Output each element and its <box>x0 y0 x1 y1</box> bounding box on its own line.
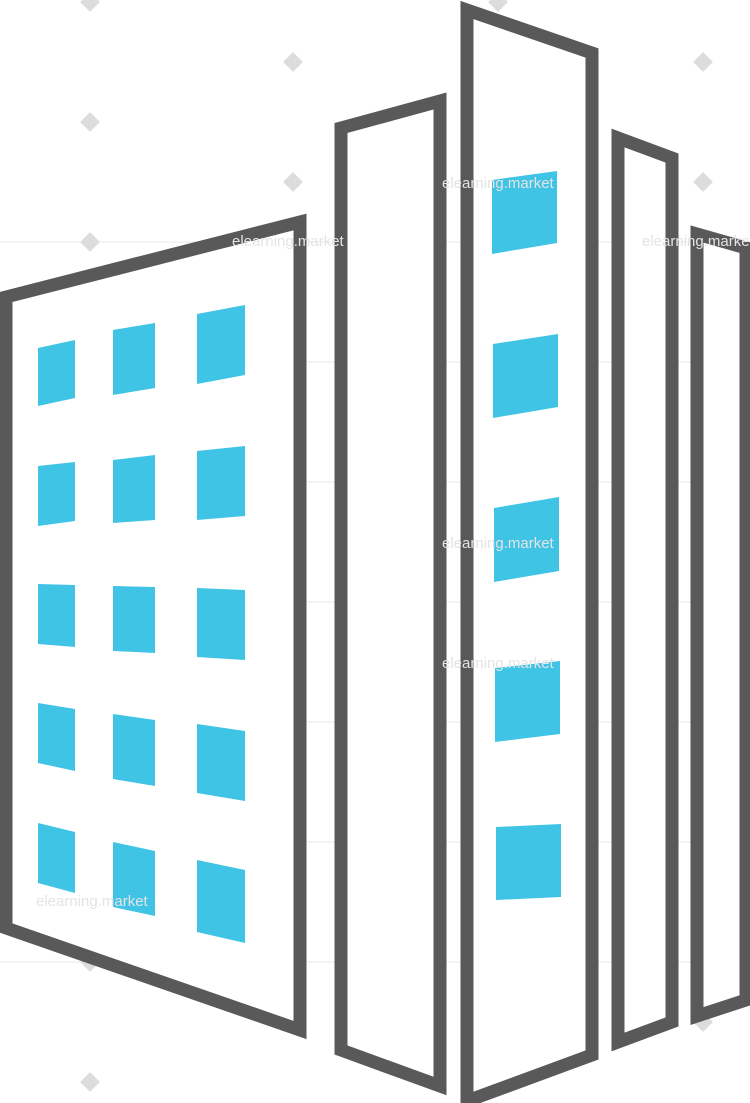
watermark-diamond <box>693 172 713 192</box>
watermark-text: elearning.market <box>232 233 345 250</box>
building-middle <box>334 92 447 1096</box>
window <box>492 171 557 254</box>
watermark-text: elearning.market <box>36 893 149 910</box>
window <box>496 824 561 900</box>
watermark-diamond <box>283 172 303 192</box>
window <box>197 446 245 520</box>
watermark-diamond <box>80 232 100 252</box>
watermark-text: elearning.market <box>442 655 555 672</box>
window <box>113 714 155 786</box>
window <box>38 703 75 771</box>
window <box>494 497 559 582</box>
window <box>38 823 75 893</box>
watermark-texts: elearning.market elearning.market elearn… <box>36 175 750 910</box>
window <box>113 842 155 916</box>
building-tallest <box>460 0 599 1103</box>
building-left <box>0 213 307 1040</box>
watermark-diamond <box>283 52 303 72</box>
window <box>197 588 245 660</box>
window <box>38 340 75 406</box>
window <box>495 661 560 742</box>
watermark-diamond <box>693 52 713 72</box>
building-right <box>611 128 679 1052</box>
watermark-text: elearning.market <box>642 233 750 250</box>
window <box>113 455 155 523</box>
window <box>113 586 155 653</box>
watermark-diamond <box>488 0 508 12</box>
watermark-text: elearning.market <box>442 535 555 552</box>
window <box>493 334 558 418</box>
window <box>197 305 245 384</box>
building-far-right <box>690 225 750 1025</box>
window <box>113 323 155 395</box>
window <box>197 724 245 801</box>
window <box>38 584 75 647</box>
watermark-text: elearning.market <box>442 175 555 192</box>
watermark-diamond <box>80 1072 100 1092</box>
watermark-diamond <box>80 112 100 132</box>
window <box>38 462 75 526</box>
window <box>197 860 245 943</box>
watermark-diamond <box>80 0 100 12</box>
